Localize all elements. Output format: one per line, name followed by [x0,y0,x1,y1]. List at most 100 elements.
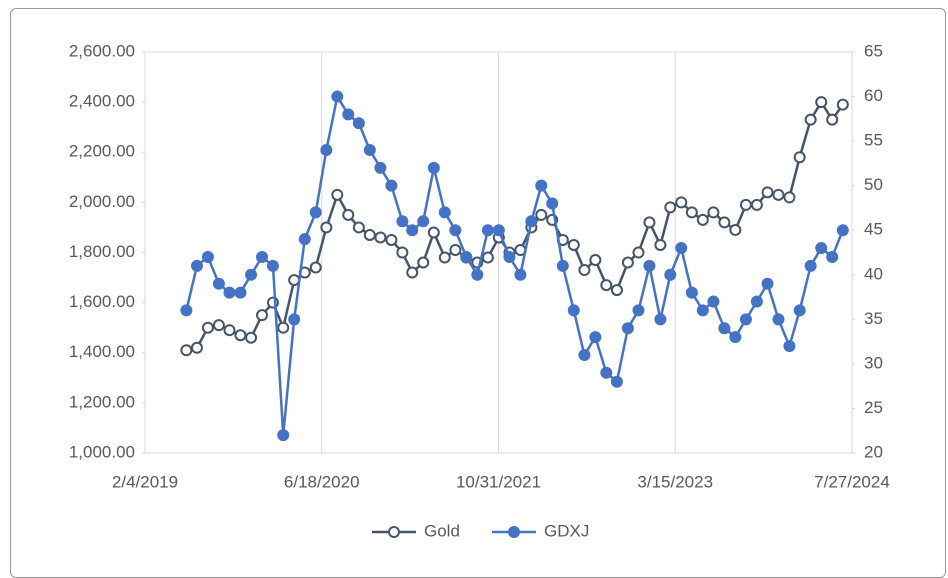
y-tick-label: 2,600.00 [69,41,135,60]
x-tick-label: 10/31/2021 [456,472,541,491]
data-point [352,221,365,234]
data-point [685,206,698,219]
data-point [245,268,258,281]
data-point [632,246,645,259]
data-point [804,113,817,126]
data-point [556,259,569,272]
data-point [600,366,613,379]
data-point [438,206,451,219]
data-point [234,286,247,299]
data-point [331,90,344,103]
y-tick-label: 2,000.00 [69,192,135,211]
data-point [277,429,290,442]
data-point [492,224,505,237]
data-point [718,322,731,335]
series-line [185,93,844,436]
data-point [761,186,774,199]
y2-tick-label: 35 [864,309,883,328]
data-point [804,259,817,272]
x-tick-label: 6/18/2020 [284,472,360,491]
y2-tick-label: 40 [864,264,883,283]
data-point [180,344,193,357]
x-tick-label: 3/15/2023 [637,472,713,491]
data-point [675,196,688,209]
data-point [525,215,538,228]
data-point [427,161,440,174]
legend-marker [508,526,520,538]
data-point [331,188,344,201]
data-point [342,208,355,221]
y2-tick-label: 50 [864,175,883,194]
data-point [567,304,580,317]
data-point [288,313,301,326]
data-point [793,151,806,164]
data-point [750,198,763,211]
data-point [632,304,645,317]
y-tick-label: 1,000.00 [69,442,135,461]
data-point [514,268,527,281]
data-point [589,331,602,344]
data-point [374,161,387,174]
data-point [664,268,677,281]
data-point [675,242,688,255]
y2-tick-label: 30 [864,353,883,372]
data-point [610,284,623,297]
data-point [234,329,247,342]
data-point [396,246,409,259]
data-point [707,206,720,219]
data-point [309,261,322,274]
data-point [180,304,193,317]
data-point [793,304,806,317]
data-point [396,215,409,228]
data-point [245,331,258,344]
data-point [352,117,365,130]
y-tick-label: 1,600.00 [69,292,135,311]
y-tick-label: 1,400.00 [69,342,135,361]
data-point [696,213,709,226]
data-point [266,259,279,272]
data-point [406,224,419,237]
data-point [826,113,839,126]
y2-tick-label: 55 [864,131,883,150]
x-tick-label: 7/27/2024 [814,472,890,491]
data-point [718,216,731,229]
series-line [186,99,844,352]
data-point [438,251,451,264]
data-point [815,242,828,255]
y-tick-label: 2,200.00 [69,142,135,161]
data-point [481,251,494,264]
data-point [481,224,494,237]
data-point [277,321,290,334]
data-point [729,331,742,344]
data-point [664,201,677,214]
y-tick-label: 1,200.00 [69,392,135,411]
data-point [610,375,623,388]
data-point [761,277,774,290]
data-point [836,224,849,237]
data-point [201,250,214,263]
data-point [201,321,214,334]
data-point [503,250,516,263]
data-point [707,295,720,308]
data-point [578,348,591,361]
data-point [363,144,376,157]
data-point [546,197,559,210]
legend-label: GDXJ [544,521,589,540]
data-point [783,340,796,353]
legend-label: Gold [424,521,460,540]
data-point [212,319,225,332]
data-point [643,259,656,272]
y2-tick-label: 25 [864,398,883,417]
y2-tick-label: 60 [864,86,883,105]
data-point [729,223,742,236]
data-point [696,304,709,317]
data-point [460,250,473,263]
data-point [600,279,613,292]
data-point [750,295,763,308]
data-point [654,238,667,251]
data-point [223,324,236,337]
data-point [256,250,269,263]
data-point [621,256,634,269]
data-point [363,228,376,241]
